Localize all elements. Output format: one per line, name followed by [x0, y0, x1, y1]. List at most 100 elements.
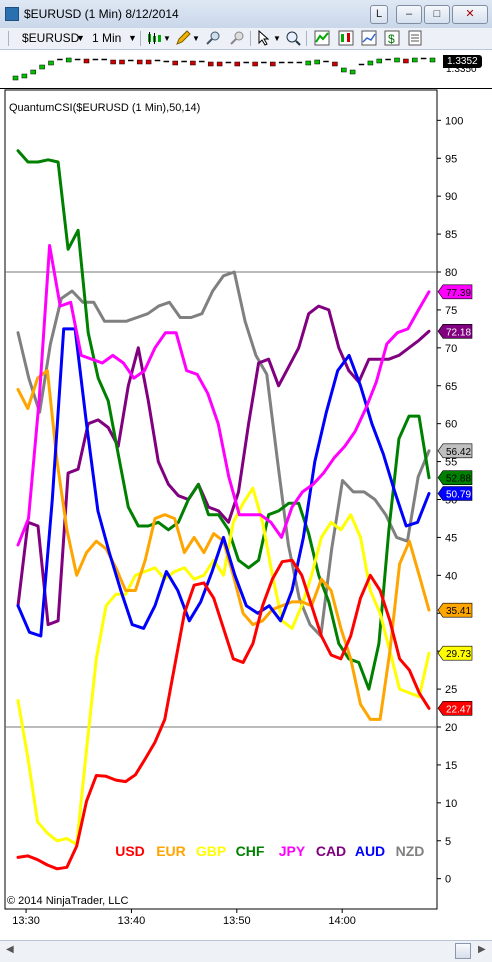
price-bar: [394, 57, 400, 63]
y-tick-label: 50: [445, 495, 457, 507]
scroll-left-arrow-icon[interactable]: ◀: [6, 944, 14, 955]
price-bar: [30, 69, 36, 75]
last-value-badge-gbp: [437, 645, 473, 661]
price-bar: [110, 59, 116, 65]
price-bar: [190, 60, 196, 66]
price-bar: [412, 57, 418, 63]
last-value-badge-chf: [437, 470, 473, 485]
candlestick-style-icon[interactable]: [146, 30, 162, 46]
toolbar-separator: [140, 31, 141, 46]
price-bar: [216, 61, 223, 67]
price-bars: [12, 57, 436, 81]
y-tick-label: 75: [445, 305, 457, 317]
price-bar: [145, 59, 152, 65]
price-bar: [57, 58, 63, 61]
dollar-icon[interactable]: $: [384, 30, 400, 46]
price-bar: [332, 61, 338, 67]
y-tick-label: 90: [445, 191, 457, 203]
legend-item-cad: CAD: [316, 843, 346, 859]
last-value-badge-usd: [437, 700, 473, 716]
legend-item-jpy: JPY: [279, 843, 306, 859]
y-tick-label: 40: [445, 570, 457, 582]
price-bar: [376, 58, 383, 64]
price-bar: [341, 67, 347, 73]
x-tick-label: 14:00: [328, 915, 356, 927]
zoom-out-icon[interactable]: [229, 30, 245, 46]
y-tick-label: 35: [445, 608, 457, 620]
series-line-cad: [16, 304, 431, 627]
pencil-draw-icon[interactable]: [175, 30, 191, 46]
scroll-thumb[interactable]: [455, 943, 471, 959]
copyright-text: © 2014 NinjaTrader, LLC: [7, 895, 129, 907]
last-value-badge-jpy: [437, 284, 473, 300]
strategies-icon[interactable]: [338, 30, 354, 46]
instrument-dropdown-icon[interactable]: ▼: [76, 33, 85, 43]
y-tick-label: 45: [445, 532, 457, 544]
chart-properties-icon[interactable]: [361, 30, 377, 46]
price-bar: [207, 61, 214, 67]
interval-selector[interactable]: 1 Min: [92, 31, 122, 45]
price-bar: [154, 59, 161, 62]
last-value-badge-eur: [437, 602, 473, 618]
data-box-icon[interactable]: [407, 30, 423, 46]
price-bar: [385, 58, 391, 61]
series-line-nzd: [16, 270, 431, 638]
indicators-icon[interactable]: [314, 30, 330, 46]
price-bar: [305, 60, 312, 66]
price-bar: [287, 61, 294, 64]
last-value-label-aud: 50.79: [446, 490, 471, 501]
price-bar: [314, 59, 320, 65]
last-value-badge-aud: [437, 486, 473, 501]
series-line-aud: [16, 327, 431, 638]
price-bar: [199, 60, 205, 63]
legend-item-eur: EUR: [156, 843, 186, 859]
x-tick-label: 13:50: [223, 915, 251, 927]
x-tick-label: 13:40: [118, 915, 146, 927]
y-tick-label: 10: [445, 798, 457, 810]
price-bar: [420, 57, 427, 60]
legend-item-nzd: NZD: [396, 843, 425, 859]
price-bar: [296, 61, 303, 64]
cursor-pointer-icon[interactable]: [256, 30, 272, 46]
y-tick-label: 15: [445, 760, 457, 772]
close-button[interactable]: ✕: [452, 5, 488, 24]
price-bar: [163, 60, 170, 63]
y-tick-label: 30: [445, 646, 457, 658]
last-value-label-jpy: 77.39: [446, 288, 471, 299]
price-bar: [172, 60, 178, 66]
svg-text:$: $: [388, 32, 395, 46]
link-button[interactable]: L: [370, 5, 388, 24]
legend-item-usd: USD: [115, 843, 145, 859]
last-value-label-cad: 72.18: [446, 327, 471, 338]
price-bar: [12, 75, 19, 81]
zoom-in-icon[interactable]: [205, 30, 221, 46]
horizontal-scrollbar[interactable]: [0, 940, 492, 962]
series-line-eur: [16, 369, 431, 721]
minimize-button[interactable]: –: [396, 5, 422, 24]
series-line-usd: [16, 558, 431, 871]
price-bar: [270, 61, 276, 67]
price-bar: [261, 61, 267, 64]
window-title: $EURUSD (1 Min) 8/12/2014: [24, 7, 179, 21]
plot-frame: [4, 89, 438, 910]
price-axis-partial-label: 1.3350: [446, 64, 477, 75]
price-bar: [136, 59, 143, 65]
cursor-dropdown-icon[interactable]: ▼: [273, 34, 281, 43]
draw-dropdown-icon[interactable]: ▼: [192, 34, 200, 43]
last-value-label-usd: 22.47: [446, 704, 471, 715]
magnifier-icon[interactable]: [285, 30, 301, 46]
toolbar-separator: [250, 31, 251, 46]
instrument-selector[interactable]: $EURUSD: [22, 31, 80, 45]
maximize-button[interactable]: □: [424, 5, 450, 24]
style-dropdown-icon[interactable]: ▼: [163, 34, 171, 43]
legend-item-gbp: GBP: [196, 843, 226, 859]
window-titlebar: $EURUSD (1 Min) 8/12/2014 L – □ ✕: [0, 0, 492, 29]
interval-dropdown-icon[interactable]: ▼: [128, 33, 137, 43]
y-tick-label: 70: [445, 343, 457, 355]
scroll-right-arrow-icon[interactable]: ▶: [478, 944, 486, 955]
price-panel: 1.3350 1.3352: [0, 50, 492, 89]
price-bar: [252, 61, 258, 67]
price-bar: [74, 58, 81, 61]
last-value-label-chf: 52.88: [446, 474, 471, 485]
toolbar-grip-icon: [8, 31, 9, 46]
